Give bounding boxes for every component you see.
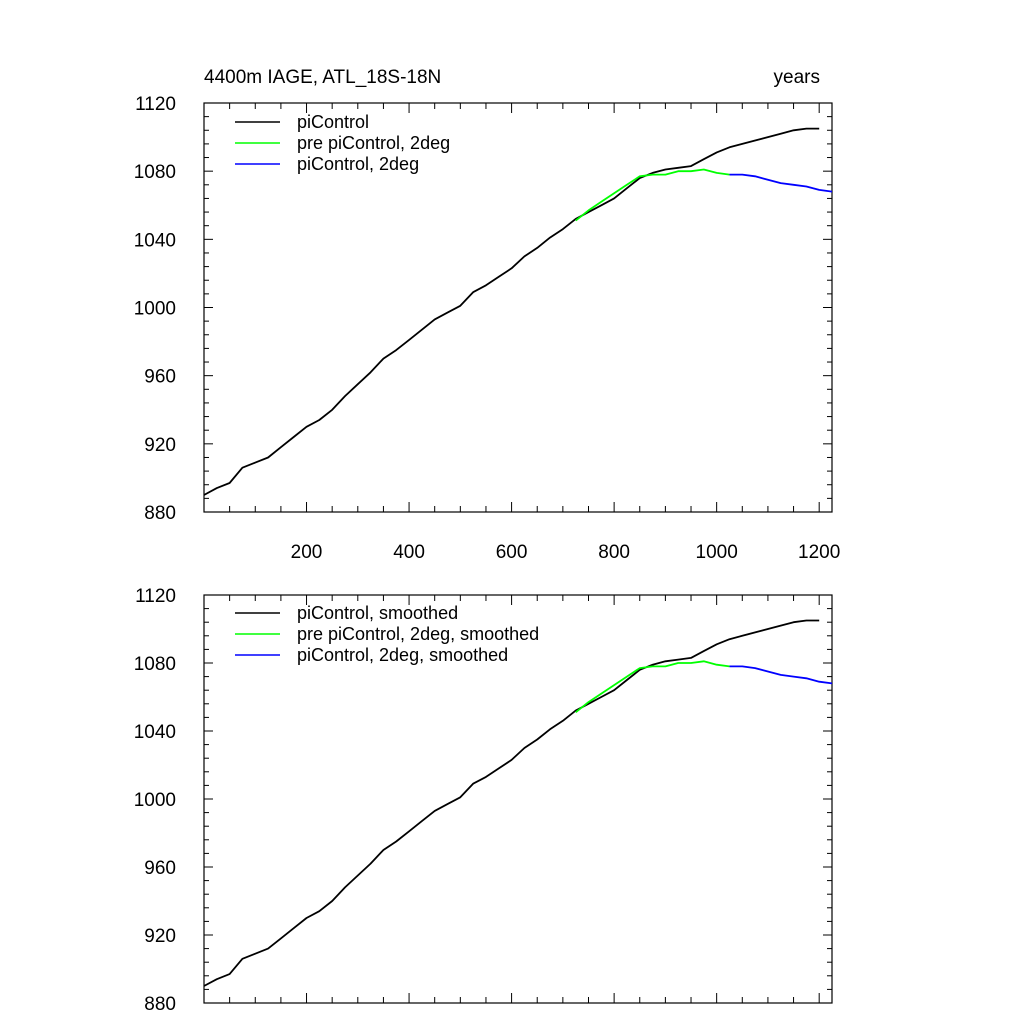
y-tick-label: 1120 — [135, 94, 176, 115]
y-tick-label: 1080 — [134, 654, 176, 675]
x-tick-label: 600 — [496, 542, 528, 563]
x-tick-label: 400 — [393, 542, 425, 563]
top-panel: 880 920 960 1000 1040 1080 1120 200 400 600 800 100… — [134, 94, 841, 563]
y-tick-label: 1000 — [134, 299, 176, 320]
x-tick-label: 800 — [598, 542, 630, 563]
y-tick-label: 920 — [144, 926, 176, 947]
series-line — [729, 665, 833, 685]
y-tick-label: 1040 — [134, 230, 176, 251]
y-tick-label: 1040 — [134, 722, 176, 743]
title-right: years — [774, 67, 820, 88]
series-line — [203, 619, 820, 987]
series-line — [575, 168, 730, 222]
title-left: 4400m IAGE, ATL_18S-18N — [204, 67, 441, 88]
series-line — [575, 660, 730, 714]
legend-label: piControl — [297, 112, 369, 132]
legend-label: pre piControl, 2deg, smoothed — [297, 624, 539, 644]
legend-label: piControl, 2deg, smoothed — [297, 645, 508, 665]
x-tick-label: 200 — [291, 542, 323, 563]
x-tick-label: 1000 — [696, 542, 738, 563]
x-tick-label: 1200 — [798, 542, 840, 563]
legend-label: piControl, 2deg — [297, 154, 419, 174]
series-line — [203, 127, 820, 496]
y-tick-label: 1000 — [134, 790, 176, 811]
bottom-panel: 880 920 960 1000 1040 1080 1120 piControl, smoo… — [134, 586, 833, 1015]
y-tick-label: 880 — [144, 994, 176, 1015]
legend-label: piControl, smoothed — [297, 603, 458, 623]
y-tick-label: 880 — [144, 503, 176, 524]
y-tick-label: 1120 — [135, 586, 176, 607]
legend-label: pre piControl, 2deg — [297, 133, 450, 153]
y-tick-label: 960 — [144, 858, 176, 879]
y-tick-label: 1080 — [134, 162, 176, 183]
y-tick-label: 920 — [144, 435, 176, 456]
series-line — [729, 173, 833, 193]
y-tick-label: 960 — [144, 367, 176, 388]
